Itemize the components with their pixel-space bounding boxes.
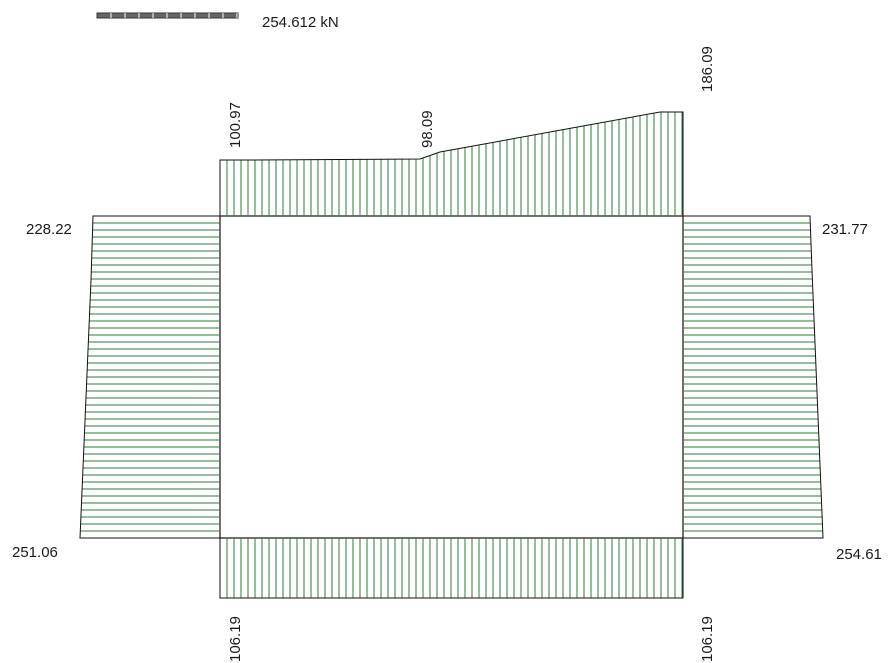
frame-outline [219, 215, 684, 539]
left-top-value: 228.22 [26, 221, 72, 238]
left-bottom-value: 251.06 [12, 544, 58, 561]
right-outline [683, 215, 824, 539]
scale-bar [96, 12, 239, 19]
left-shear-region [79, 215, 220, 539]
bottom-left-value: 106.19 [227, 616, 244, 662]
top-outline [219, 111, 684, 216]
left-outline [79, 215, 220, 539]
right-top-value: 231.77 [822, 221, 868, 238]
right-bottom-value: 254.61 [836, 546, 882, 563]
top-mid-value: 98.09 [419, 110, 436, 148]
bottom-right-value: 106.19 [699, 616, 716, 662]
bottom-shear-region [219, 538, 684, 599]
right-shear-region [683, 215, 824, 539]
top-shear-region [219, 111, 684, 216]
top-right-value: 186.09 [699, 46, 716, 92]
top-left-value: 100.97 [227, 102, 244, 148]
bottom-outline [219, 538, 684, 599]
scale-label: 254.612 kN [262, 14, 339, 31]
